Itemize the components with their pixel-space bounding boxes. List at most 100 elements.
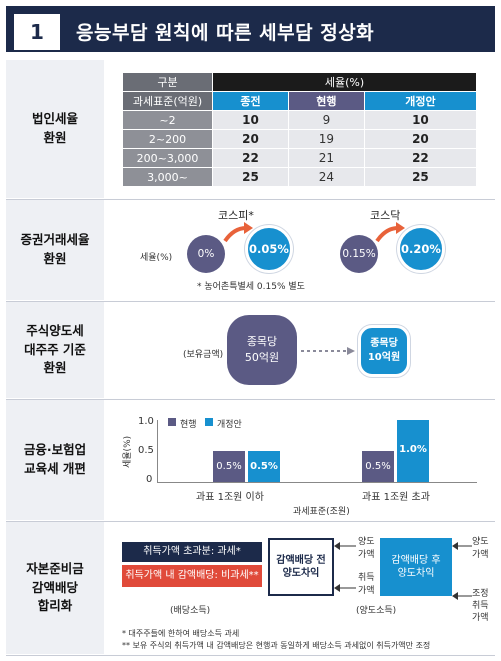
row-label-line: 교육세 개편 <box>24 461 86 476</box>
footnote-1: * 대주주들에 한하여 배당소득 과세 <box>122 629 240 638</box>
cell-prev: 25 <box>212 167 289 187</box>
row-label-line: 금융·보험업 <box>23 442 87 458</box>
label-line: 가액 <box>358 585 375 596</box>
header-prev: 종전 <box>212 91 289 111</box>
label-line: 가액 <box>472 549 489 560</box>
row-label-line: 주식양도세 <box>26 322 84 338</box>
cell-curr: 9 <box>287 110 365 130</box>
cell-prev: 22 <box>212 148 289 168</box>
kosdaq-current-rate: 0.15% <box>340 235 378 273</box>
y-tick-label: 0 <box>146 474 153 485</box>
cell-prev: 10 <box>212 110 289 130</box>
securities-tax-note: * 농어촌특별세 0.15% 별도 <box>197 282 305 292</box>
legend-swatch-new <box>205 418 213 426</box>
box-line: 감액배당 후 <box>391 554 441 566</box>
row-label-line: 증권거래세율 <box>20 232 90 248</box>
kospi-label: 코스피* <box>218 209 254 222</box>
table-header-row: 구분 세율(%) <box>122 72 477 92</box>
legend-new: 개정안 <box>217 420 242 430</box>
threshold-line: 50억원 <box>244 351 280 364</box>
row-label-line: 합리화 <box>37 598 73 614</box>
threshold-line: 10억원 <box>367 352 401 363</box>
new-threshold-box: 종목당 10억원 <box>358 325 410 377</box>
nontaxable-dividend-box: 취득가액 내 감액배당: 비과세** <box>122 565 262 587</box>
table-row: 2~200 20 19 20 <box>122 129 478 149</box>
x-axis-label: 과세표준(조원) <box>293 507 350 517</box>
row-label-line: 환원 <box>43 130 67 145</box>
row-divider <box>6 301 495 302</box>
cell-new: 22 <box>363 148 478 168</box>
row-label-line: 법인세율 <box>31 111 78 127</box>
row-divider <box>6 199 495 200</box>
kospi-current-rate: 0% <box>187 235 225 273</box>
bar-label: 0.5% <box>365 461 391 472</box>
table-row: 3,000~ 25 24 25 <box>122 167 478 187</box>
dividend-income-caption: (배당소득) <box>170 606 211 616</box>
kosdaq-new-rate: 0.20% <box>397 225 445 273</box>
left-arrow-icon <box>452 592 472 600</box>
label-line: 양도 <box>358 537 375 547</box>
row-divider <box>6 521 495 522</box>
row-label-line: 대주주 기준 <box>24 341 86 357</box>
left-arrow-icon <box>334 542 356 550</box>
legend-swatch-current <box>168 418 176 426</box>
cell-prev: 20 <box>212 129 289 149</box>
header-base: 과세표준(억원) <box>122 91 213 111</box>
left-arrow-icon <box>334 584 356 592</box>
x-category-label: 과표 1조원 이하 <box>196 492 264 503</box>
bar-group2-new: 1.0% <box>397 420 429 482</box>
after-adjusted-cost-label: 조정 취득 가액 <box>472 588 489 624</box>
threshold-line: 종목당 <box>246 335 278 349</box>
row-label-line: 자본준비금 <box>26 560 84 576</box>
header-curr: 현행 <box>287 91 365 111</box>
bar-group1-new: 0.5% <box>248 451 280 482</box>
label-line: 가액 <box>472 613 489 624</box>
row-divider <box>6 655 495 656</box>
cell-base: 3,000~ <box>122 167 213 187</box>
bar-label: 0.5% <box>216 461 242 472</box>
transfer-income-caption: (양도소득) <box>356 606 397 616</box>
before-transfer-price-label: 양도 가액 <box>358 536 375 561</box>
table-header-row: 과세표준(억원) 종전 현행 개정안 <box>122 91 478 111</box>
bar-group1-current: 0.5% <box>213 451 245 482</box>
row-label-line: 감액배당 <box>31 579 78 595</box>
y-tick-label: 1.0 <box>138 416 154 427</box>
header-rate: 세율(%) <box>212 72 477 92</box>
row-label-line: 환원 <box>43 251 67 266</box>
box-line: 양도차익 <box>397 568 435 579</box>
cell-new: 25 <box>363 167 478 187</box>
label-line: 취득 <box>358 573 375 583</box>
left-arrow-icon <box>452 542 472 550</box>
section-number: 1 <box>12 12 62 52</box>
bar-group2-current: 0.5% <box>362 451 394 482</box>
label-line: 양도 <box>472 537 489 547</box>
y-axis-label: 세율(%) <box>123 435 133 468</box>
row-label-line: 환원 <box>43 360 67 376</box>
x-category-label: 과표 1조원 초과 <box>362 492 430 503</box>
bar-label: 0.5% <box>250 461 278 472</box>
dotted-arrow-icon <box>301 347 355 355</box>
legend-current: 현행 <box>180 420 197 430</box>
footnote-2: ** 보유 주식의 취득가액 내 감액배당은 현행과 동일하게 배당소득 과세없… <box>122 641 431 650</box>
taxable-dividend-box: 취득가액 초과분: 과세* <box>122 542 262 562</box>
header-category: 구분 <box>122 72 213 92</box>
label-line: 조정 <box>472 589 489 599</box>
pre-reduction-gain-box: 감액배당 전 양도차익 <box>268 538 334 596</box>
section-title: 응능부담 원칙에 따른 세부담 정상화 <box>76 22 375 44</box>
threshold-line: 종목당 <box>370 337 398 349</box>
box-line: 감액배당 전 <box>276 554 326 566</box>
corp-tax-table: 구분 세율(%) 과세표준(억원) 종전 현행 개정안 ~2 10 9 10 2… <box>122 72 478 187</box>
cell-base: 2~200 <box>122 129 213 149</box>
section-header: 1 응능부담 원칙에 따른 세부담 정상화 <box>6 6 495 52</box>
cell-new: 20 <box>363 129 478 149</box>
cell-base: 200~3,000 <box>122 148 213 168</box>
kospi-new-rate: 0.05% <box>245 225 293 273</box>
bar-label: 1.0% <box>399 444 427 455</box>
